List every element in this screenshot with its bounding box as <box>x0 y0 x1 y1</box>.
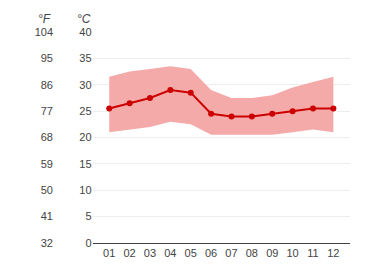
svg-text:12: 12 <box>327 247 339 259</box>
svg-text:25: 25 <box>79 105 91 117</box>
svg-text:02: 02 <box>123 247 135 259</box>
svg-text:10: 10 <box>79 184 91 196</box>
svg-text:15: 15 <box>79 158 91 170</box>
svg-text:11: 11 <box>307 247 318 259</box>
svg-text:32: 32 <box>41 237 53 249</box>
svg-text:01: 01 <box>103 247 115 259</box>
svg-text:30: 30 <box>79 79 91 91</box>
svg-text:41: 41 <box>41 210 53 222</box>
svg-text:40: 40 <box>79 26 91 38</box>
svg-text:09: 09 <box>266 247 278 259</box>
svg-text:86: 86 <box>41 79 53 91</box>
svg-text:06: 06 <box>205 247 217 259</box>
svg-text:95: 95 <box>41 52 53 64</box>
svg-text:20: 20 <box>79 131 91 143</box>
svg-text:08: 08 <box>246 247 258 259</box>
svg-text:77: 77 <box>41 105 53 117</box>
svg-text:07: 07 <box>225 247 237 259</box>
svg-text:35: 35 <box>79 52 91 64</box>
svg-text:0: 0 <box>85 237 91 249</box>
svg-text:59: 59 <box>41 158 53 170</box>
svg-text:5: 5 <box>85 210 91 222</box>
svg-text:03: 03 <box>144 247 156 259</box>
svg-text:05: 05 <box>185 247 197 259</box>
svg-text:°C: °C <box>77 12 91 26</box>
svg-text:50: 50 <box>41 184 53 196</box>
svg-text:10: 10 <box>286 247 298 259</box>
svg-text:104: 104 <box>35 26 53 38</box>
svg-text:68: 68 <box>41 131 53 143</box>
svg-text:04: 04 <box>164 247 176 259</box>
svg-text:°F: °F <box>38 12 51 26</box>
